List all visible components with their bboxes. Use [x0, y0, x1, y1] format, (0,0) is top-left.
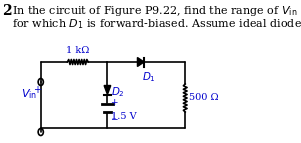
Text: −: −: [110, 114, 117, 123]
Polygon shape: [138, 57, 144, 66]
Text: In the circuit of Figure P9.22, find the range of $V_{\mathrm{in}}$: In the circuit of Figure P9.22, find the…: [12, 4, 297, 18]
Text: +: +: [33, 85, 41, 95]
Text: for which $D_1$ is forward-biased. Assume ideal diodes.: for which $D_1$ is forward-biased. Assum…: [12, 17, 301, 31]
Polygon shape: [104, 86, 111, 95]
Text: $D_2$: $D_2$: [111, 85, 125, 99]
Text: 1 kΩ: 1 kΩ: [66, 46, 89, 55]
Text: 2: 2: [2, 4, 12, 18]
Text: $V_{\mathrm{in}}$: $V_{\mathrm{in}}$: [21, 87, 37, 101]
Text: +: +: [110, 98, 117, 107]
Text: 1.5 V: 1.5 V: [111, 112, 137, 121]
Text: $D_1$: $D_1$: [142, 70, 156, 84]
Text: 500 Ω: 500 Ω: [189, 94, 219, 103]
